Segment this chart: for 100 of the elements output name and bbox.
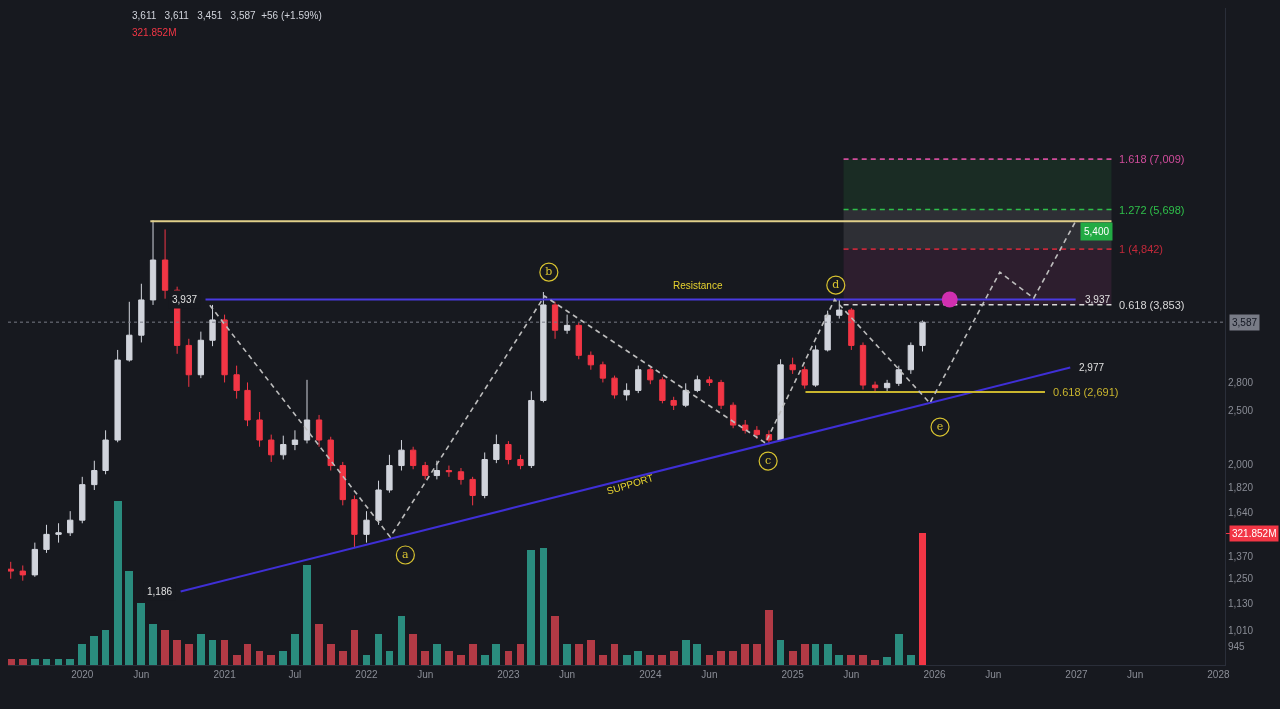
candlestick	[528, 390, 535, 469]
x-tick-label: Jun	[843, 669, 860, 680]
candlestick	[540, 291, 547, 403]
candlestick	[682, 382, 689, 408]
ref-line-label: 3,587	[1232, 317, 1258, 328]
series-label: 0.618 (2,691)	[1053, 386, 1119, 398]
candlestick	[789, 357, 796, 375]
y-tick-label: 1,820	[1228, 481, 1254, 493]
y-tick-label: 1,370	[1228, 550, 1254, 562]
candlestick	[375, 480, 382, 526]
y2-tick-label: 321.852M	[1232, 528, 1277, 539]
x-tick-label: 2023	[497, 669, 520, 680]
candlestick	[91, 460, 98, 491]
candlestick	[197, 331, 205, 379]
candlestick	[79, 476, 86, 524]
data-label: 2,977	[1079, 362, 1105, 373]
x-tick-label: 2022	[355, 669, 379, 680]
candlestick	[43, 524, 50, 554]
y-tick-label: 2,500	[1228, 404, 1254, 416]
candlestick	[209, 304, 216, 347]
candlestick	[363, 510, 370, 544]
annotation: 321.852M	[132, 27, 177, 38]
x-tick-label: 2024	[639, 669, 662, 680]
candlestick	[8, 561, 14, 580]
data-label: 3,937	[172, 294, 198, 305]
candlestick	[233, 365, 240, 400]
candlestick	[493, 434, 500, 464]
candlestick	[457, 467, 465, 486]
candlestick	[647, 365, 654, 385]
candlestick	[883, 379, 891, 392]
data-label: 1,186	[147, 586, 173, 597]
candlestick	[871, 381, 879, 393]
x-tick-label: 2026	[923, 669, 947, 680]
x-tick-label: Jun	[417, 669, 434, 680]
data-label: b	[545, 264, 553, 278]
candlestick	[469, 476, 476, 506]
candlestick	[742, 419, 749, 435]
candlestick	[138, 283, 145, 343]
candlestick	[67, 510, 74, 537]
candlestick	[551, 301, 559, 340]
x-tick-label: 2021	[213, 669, 237, 680]
candlestick	[398, 439, 405, 472]
x-tick-label: Jun	[701, 669, 718, 680]
candlestick	[659, 376, 666, 404]
series-label: 1 (4,842)	[1119, 243, 1164, 255]
candlestick	[126, 301, 133, 363]
candlestick	[280, 435, 287, 461]
candlestick	[256, 411, 263, 448]
annotation: Resistance	[673, 280, 723, 291]
series-label: 0.618 (3,853)	[1119, 299, 1185, 311]
candlestick	[670, 396, 677, 411]
data-label: e	[936, 419, 944, 433]
y-tick-label: 1,130	[1228, 597, 1254, 609]
candlestick	[907, 341, 914, 375]
candlestick	[836, 299, 843, 320]
candlestick	[221, 314, 228, 383]
data-label: d	[832, 277, 840, 291]
x-tick-label: 2020	[71, 669, 94, 680]
candlestick	[575, 322, 582, 360]
candlestick	[706, 375, 713, 387]
candlestick	[859, 341, 867, 390]
data-label: a	[402, 547, 410, 561]
candlestick	[481, 451, 488, 499]
candlestick	[149, 219, 157, 306]
candlestick	[611, 375, 618, 400]
series-label: 1.618 (7,009)	[1119, 153, 1185, 165]
candlestick	[114, 349, 121, 443]
y-tick-label: 2,800	[1228, 376, 1254, 388]
candlestick	[339, 461, 346, 506]
candlestick	[599, 361, 607, 383]
candlestick	[635, 365, 642, 394]
candlestick	[848, 307, 855, 351]
candlestick	[102, 429, 109, 475]
data-label: c	[765, 453, 772, 467]
candlestick	[801, 365, 808, 390]
x-tick-label: 2028	[1207, 669, 1230, 680]
x-tick-label: 2027	[1065, 669, 1089, 680]
series-label: 1.272 (5,698)	[1119, 204, 1185, 216]
candlestick	[445, 465, 453, 478]
point	[941, 291, 958, 308]
x-tick-label: Jun	[985, 669, 1002, 680]
y-tick-label: 945	[1228, 641, 1246, 653]
y-tick-label: 1,010	[1228, 625, 1254, 637]
candlestick	[268, 434, 275, 463]
data-label: 3,937	[1085, 294, 1111, 305]
candlestick	[505, 440, 512, 465]
candlestick	[812, 344, 819, 388]
candlestick	[19, 564, 26, 582]
candlestick	[31, 542, 38, 578]
point	[930, 417, 950, 437]
candlestick	[919, 320, 926, 352]
candlestick	[303, 379, 311, 444]
x-tick-label: Jun	[1127, 669, 1144, 680]
candlestick	[161, 228, 169, 300]
x-tick-label: 2025	[781, 669, 805, 680]
candlestick	[244, 381, 251, 427]
y-tick-label: 1,640	[1228, 507, 1254, 519]
x-tick-label: Jul	[288, 669, 302, 680]
candlestick	[386, 454, 393, 494]
candlestick	[327, 436, 334, 472]
